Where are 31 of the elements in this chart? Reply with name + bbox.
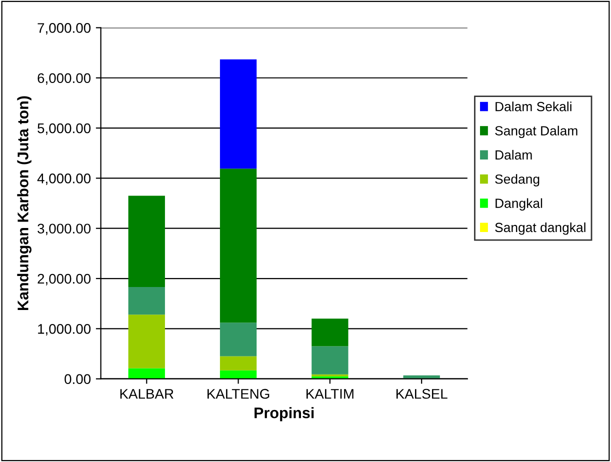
legend-label: Dalam Sekali (496, 102, 572, 112)
legend-label: Dangkal (496, 198, 542, 211)
legend-label: Sangat Dalam (495, 126, 578, 138)
x-tick-label: KALSEL (396, 388, 448, 399)
x-tick-label: KALTIM (306, 389, 354, 399)
y-tick-label: 5,000.00 (38, 123, 91, 135)
y-tick-label: 7,000.00 (38, 23, 91, 35)
bar (220, 356, 257, 370)
bar (220, 322, 257, 356)
y-tick-label: 1,000.00 (38, 324, 91, 336)
y-axis-title: Kandungan Karbon (Juta ton) (17, 96, 32, 310)
bar (128, 287, 165, 315)
bar (220, 370, 257, 379)
bar (128, 196, 165, 288)
bar (128, 368, 165, 379)
y-tick-label: 3,000.00 (38, 224, 91, 236)
bar (220, 59, 257, 169)
legend-label: Sangat dangkal (495, 222, 586, 235)
x-tick-label: KALBAR (120, 389, 174, 399)
bar (220, 168, 257, 323)
y-tick-label: 6,000.00 (38, 73, 91, 85)
y-tick-label: 0.00 (64, 374, 91, 384)
bar (128, 314, 165, 368)
x-tick-label: KALTENG (208, 388, 270, 399)
bar (312, 346, 348, 374)
x-axis-title: Propinsi (254, 407, 314, 422)
y-tick-label: 4,000.00 (37, 174, 91, 186)
bar (312, 318, 348, 346)
y-tick-label: 2,000.00 (38, 274, 91, 286)
legend-label: Dalam (496, 150, 532, 160)
legend-label: Sedang (495, 174, 540, 186)
